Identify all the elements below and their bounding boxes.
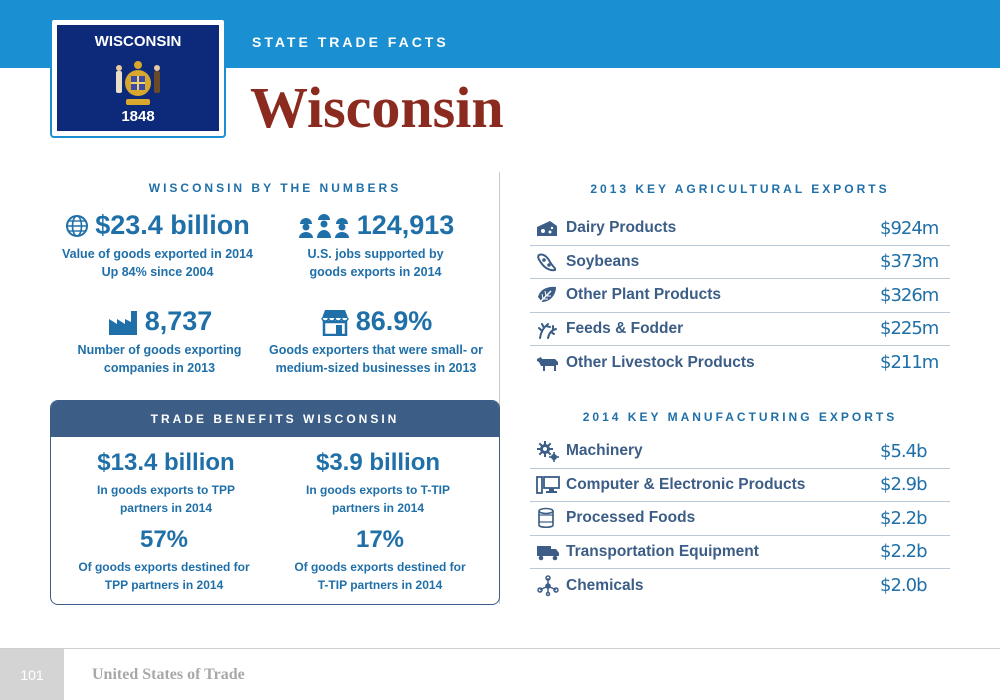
page-title: Wisconsin bbox=[250, 75, 504, 140]
benefit-value: 57% bbox=[139, 526, 189, 553]
grain-icon bbox=[538, 322, 557, 339]
stat-exporting-companies: 8,737 Number of goods exporting companie… bbox=[52, 306, 267, 377]
truck-icon bbox=[537, 545, 559, 561]
list-item: Processed Foods $2.2b bbox=[530, 502, 950, 536]
export-name: Dairy Products bbox=[566, 219, 677, 237]
benefit-caption: Of goods exports destined for bbox=[78, 560, 250, 574]
stat-value: 8,737 bbox=[144, 306, 213, 336]
benefit-caption: In goods exports to TPP bbox=[96, 483, 235, 497]
manufacturing-exports-list: Machinery $5.4b Computer & Electronic Pr… bbox=[530, 435, 950, 603]
plant-icon bbox=[538, 287, 556, 304]
benefit-value: 17% bbox=[355, 526, 405, 553]
stat-small-business-share: 86.9% Goods exporters that were small- o… bbox=[262, 306, 490, 377]
export-name: Computer & Electronic Products bbox=[566, 475, 806, 493]
export-value: $2.0b bbox=[880, 575, 928, 597]
footer-title: United States of Trade bbox=[92, 666, 245, 683]
column-divider bbox=[499, 172, 500, 604]
globe-icon bbox=[66, 214, 89, 237]
workers-icon bbox=[298, 213, 349, 238]
trade-benefits-heading: TRADE BENEFITS WISCONSIN bbox=[51, 401, 499, 437]
list-item: Soybeans $373m bbox=[530, 246, 950, 279]
stat-value: 124,913 bbox=[356, 210, 455, 240]
factory-icon bbox=[108, 310, 137, 335]
export-name: Processed Foods bbox=[566, 509, 696, 527]
stat-caption: Number of goods exporting bbox=[77, 343, 242, 357]
flag-title: WISCONSIN bbox=[94, 33, 182, 50]
stat-caption: Up 84% since 2004 bbox=[101, 265, 214, 279]
list-item: Chemicals $2.0b bbox=[530, 569, 950, 603]
cheese-icon bbox=[537, 221, 557, 237]
gears-icon bbox=[537, 441, 559, 463]
benefit-value: $3.9 billion bbox=[315, 449, 441, 476]
export-value: $373m bbox=[880, 251, 939, 273]
benefit-ttip-exports: $3.9 billion In goods exports to T-TIP p… bbox=[273, 449, 483, 517]
computer-icon bbox=[536, 475, 560, 494]
footer-divider bbox=[0, 648, 1000, 649]
benefit-tpp-share: 57% Of goods exports destined for TPP pa… bbox=[59, 526, 269, 594]
benefit-tpp-exports: $13.4 billion In goods exports to TPP pa… bbox=[61, 449, 271, 517]
list-item: Machinery $5.4b bbox=[530, 435, 950, 469]
export-name: Chemicals bbox=[566, 576, 644, 594]
export-value: $326m bbox=[880, 284, 939, 306]
stat-caption: goods exports in 2014 bbox=[309, 265, 442, 279]
benefit-value: $13.4 billion bbox=[97, 449, 235, 476]
export-value: $2.9b bbox=[880, 474, 928, 496]
state-flag: WISCONSIN 1848 bbox=[50, 18, 226, 138]
export-name: Machinery bbox=[566, 442, 643, 460]
benefit-caption: partners in 2014 bbox=[331, 501, 425, 515]
soybean-icon bbox=[537, 253, 557, 271]
cow-icon bbox=[537, 356, 558, 371]
molecule-icon bbox=[537, 575, 559, 596]
list-item: Feeds & Fodder $225m bbox=[530, 313, 950, 346]
export-value: $924m bbox=[880, 217, 939, 239]
benefit-caption: partners in 2014 bbox=[119, 501, 213, 515]
numbers-heading: WISCONSIN BY THE NUMBERS bbox=[148, 181, 402, 195]
stat-jobs: 124,913 U.S. jobs supported by goods exp… bbox=[268, 210, 483, 281]
export-value: $5.4b bbox=[880, 440, 928, 462]
stat-value: $23.4 billion bbox=[95, 210, 250, 240]
stat-caption: Goods exporters that were small- or bbox=[269, 343, 483, 357]
state-seal-icon bbox=[116, 61, 160, 105]
trade-benefits-panel: TRADE BENEFITS WISCONSIN $13.4 billion I… bbox=[50, 400, 500, 605]
agricultural-exports-list: Dairy Products $924m Soybeans $373m Othe… bbox=[530, 212, 950, 380]
stat-value: 86.9% bbox=[355, 306, 433, 336]
export-value: $2.2b bbox=[880, 541, 928, 563]
page-number: 101 bbox=[0, 649, 64, 700]
can-icon bbox=[538, 507, 554, 529]
stat-caption: companies in 2013 bbox=[103, 361, 216, 375]
export-name: Soybeans bbox=[566, 252, 640, 270]
benefit-ttip-share: 17% Of goods exports destined for T-TIP … bbox=[275, 526, 485, 594]
export-name: Other Plant Products bbox=[566, 286, 722, 304]
list-item: Dairy Products $924m bbox=[530, 212, 950, 246]
benefit-caption: T-TIP partners in 2014 bbox=[317, 578, 443, 592]
flag-field: WISCONSIN 1848 bbox=[57, 25, 219, 131]
export-name: Transportation Equipment bbox=[566, 542, 759, 560]
flag-year: 1848 bbox=[121, 108, 155, 125]
export-value: $225m bbox=[880, 318, 939, 340]
export-value: $211m bbox=[880, 352, 939, 374]
stat-caption: U.S. jobs supported by bbox=[307, 247, 444, 261]
storefront-icon bbox=[320, 309, 349, 336]
manufacturing-heading: 2014 KEY MANUFACTURING EXPORTS bbox=[582, 410, 898, 424]
list-item: Other Plant Products $326m bbox=[530, 279, 950, 313]
benefit-caption: TPP partners in 2014 bbox=[104, 578, 224, 592]
list-item: Other Livestock Products $211m bbox=[530, 346, 950, 380]
section-label: STATE TRADE FACTS bbox=[252, 34, 449, 50]
export-value: $2.2b bbox=[880, 507, 928, 529]
stat-caption: Value of goods exported in 2014 bbox=[61, 247, 254, 261]
benefit-caption: In goods exports to T-TIP bbox=[306, 483, 450, 497]
export-name: Other Livestock Products bbox=[566, 353, 755, 371]
list-item: Transportation Equipment $2.2b bbox=[530, 536, 950, 569]
list-item: Computer & Electronic Products $2.9b bbox=[530, 469, 950, 502]
stat-exports-value: $23.4 billion Value of goods exported in… bbox=[50, 210, 265, 281]
benefit-caption: Of goods exports destined for bbox=[294, 560, 466, 574]
stat-caption: medium-sized businesses in 2013 bbox=[275, 361, 477, 375]
export-name: Feeds & Fodder bbox=[566, 319, 684, 337]
agricultural-heading: 2013 KEY AGRICULTURAL EXPORTS bbox=[590, 182, 890, 196]
